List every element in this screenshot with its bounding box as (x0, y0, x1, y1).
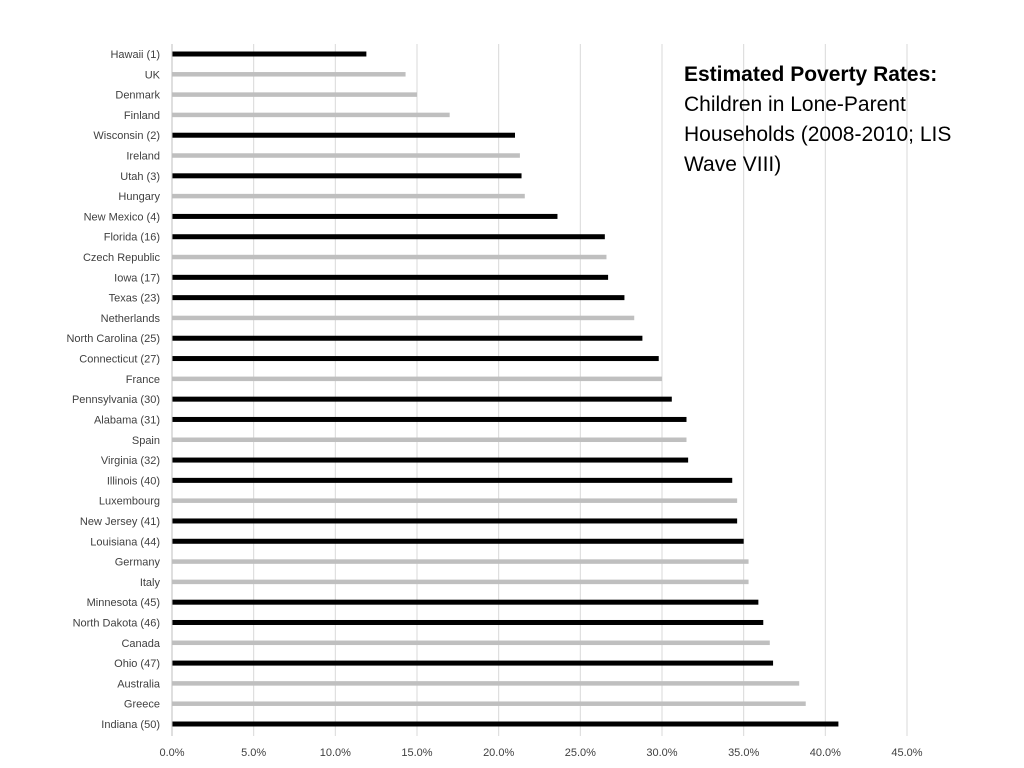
bar (172, 660, 774, 666)
category-label: Wisconsin (2) (93, 130, 160, 142)
bar (172, 254, 607, 260)
category-label: UK (145, 69, 161, 81)
bar (172, 681, 800, 686)
bar (172, 112, 450, 118)
bar (172, 640, 770, 646)
category-label: Australia (117, 678, 161, 690)
category-label: Hawaii (1) (110, 49, 160, 61)
category-label: Italy (140, 577, 161, 589)
x-tick-label: 10.0% (320, 747, 351, 759)
bar (172, 132, 515, 138)
category-label: Luxembourg (99, 496, 160, 508)
category-label: France (126, 374, 160, 386)
bar (172, 721, 839, 727)
x-tick-label: 5.0% (241, 747, 266, 759)
category-label: Netherlands (101, 313, 161, 325)
x-tick-label: 40.0% (810, 747, 841, 759)
category-label: Ireland (126, 151, 160, 163)
bar (172, 396, 672, 402)
bar (172, 315, 635, 321)
bar (172, 579, 749, 585)
bar (172, 234, 605, 240)
x-tick-label: 30.0% (646, 747, 677, 759)
category-label: Iowa (17) (114, 272, 160, 284)
category-label: Spain (132, 435, 160, 447)
category-label: New Mexico (4) (84, 211, 160, 223)
x-tick-label: 35.0% (728, 747, 759, 759)
bar (172, 701, 806, 706)
bar (172, 619, 764, 625)
category-label: Canada (121, 638, 160, 650)
category-labels: Hawaii (1) UK Denmark Finland Wisconsin (2) I… (66, 49, 160, 731)
category-label: Minnesota (45) (87, 597, 160, 609)
category-label: Texas (23) (109, 293, 160, 305)
x-tick-label: 0.0% (159, 747, 184, 759)
bar (172, 173, 522, 179)
category-label: Indiana (50) (101, 719, 160, 731)
category-label: Louisiana (44) (90, 536, 160, 548)
x-axis-tick-labels: 0.0% 5.0% 10.0% 15.0% 20.0% 25.0% 30.0% 35.0% 40… (159, 747, 922, 759)
x-tick-label: 45.0% (891, 747, 922, 759)
category-label: North Carolina (25) (66, 333, 160, 345)
category-label: Alabama (31) (94, 414, 160, 426)
category-label: North Dakota (46) (73, 617, 160, 629)
x-tick-label: 25.0% (565, 747, 596, 759)
bar (172, 457, 689, 463)
category-label: Denmark (115, 90, 160, 102)
chart-subtitle: Children in Lone-Parent Households (2008… (684, 93, 952, 176)
bar (172, 477, 733, 483)
x-tick-label: 20.0% (483, 747, 514, 759)
bar (172, 274, 609, 280)
bar (172, 193, 525, 199)
category-label: Germany (115, 557, 161, 569)
bar (172, 335, 643, 341)
bar (172, 213, 558, 219)
category-label: Utah (3) (120, 171, 160, 183)
bar (172, 518, 738, 524)
bar (172, 295, 625, 301)
bar (172, 153, 520, 158)
category-label: Hungary (118, 191, 160, 203)
bar (172, 538, 744, 544)
bar (172, 559, 749, 564)
bar (172, 51, 367, 57)
bar (172, 376, 662, 382)
category-label: Florida (16) (104, 232, 160, 244)
bar (172, 599, 759, 605)
bar (172, 92, 417, 97)
category-label: Pennsylvania (30) (72, 394, 160, 406)
category-label: New Jersey (41) (80, 516, 160, 528)
x-tick-label: 15.0% (401, 747, 432, 759)
bar (172, 498, 738, 503)
category-label: Greece (124, 699, 160, 711)
chart-title-block: Estimated Poverty Rates: Children in Lon… (684, 60, 1004, 180)
category-label: Virginia (32) (101, 455, 160, 467)
bar (172, 356, 659, 362)
category-label: Illinois (40) (107, 475, 160, 487)
gridlines (253, 44, 908, 736)
category-label: Czech Republic (83, 252, 161, 264)
bar (172, 416, 687, 422)
chart-title: Estimated Poverty Rates: (684, 63, 938, 86)
bar (172, 437, 687, 443)
bar (172, 72, 406, 77)
category-label: Ohio (47) (114, 658, 160, 670)
bars (172, 51, 839, 727)
category-label: Connecticut (27) (79, 354, 160, 366)
category-label: Finland (124, 110, 160, 122)
